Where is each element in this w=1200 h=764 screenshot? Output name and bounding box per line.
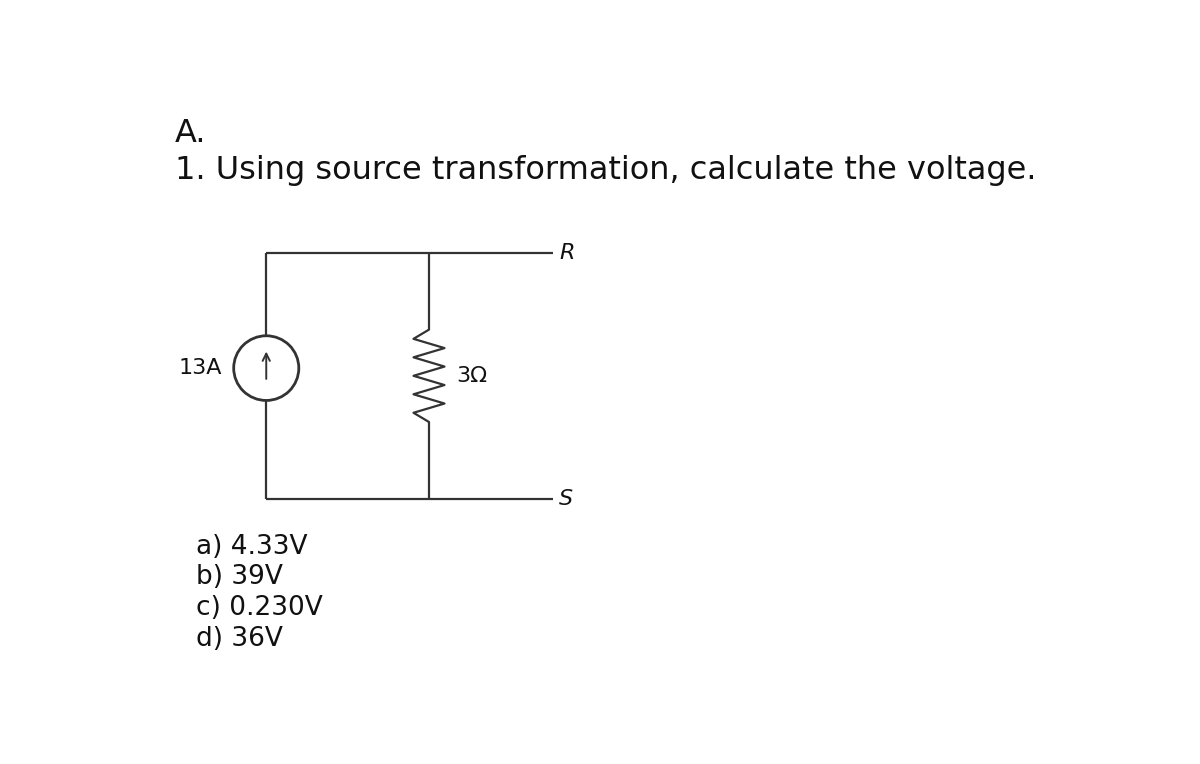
Text: c) 0.230V: c) 0.230V xyxy=(197,595,323,621)
Text: b) 39V: b) 39V xyxy=(197,565,283,591)
Text: d) 36V: d) 36V xyxy=(197,626,283,652)
Text: 1. Using source transformation, calculate the voltage.: 1. Using source transformation, calculat… xyxy=(175,155,1037,186)
Text: 3Ω: 3Ω xyxy=(456,366,487,386)
Text: R: R xyxy=(559,243,575,263)
Text: A.: A. xyxy=(175,118,206,149)
Text: 13A: 13A xyxy=(179,358,222,378)
Text: S: S xyxy=(559,489,574,509)
Text: a) 4.33V: a) 4.33V xyxy=(197,534,308,560)
